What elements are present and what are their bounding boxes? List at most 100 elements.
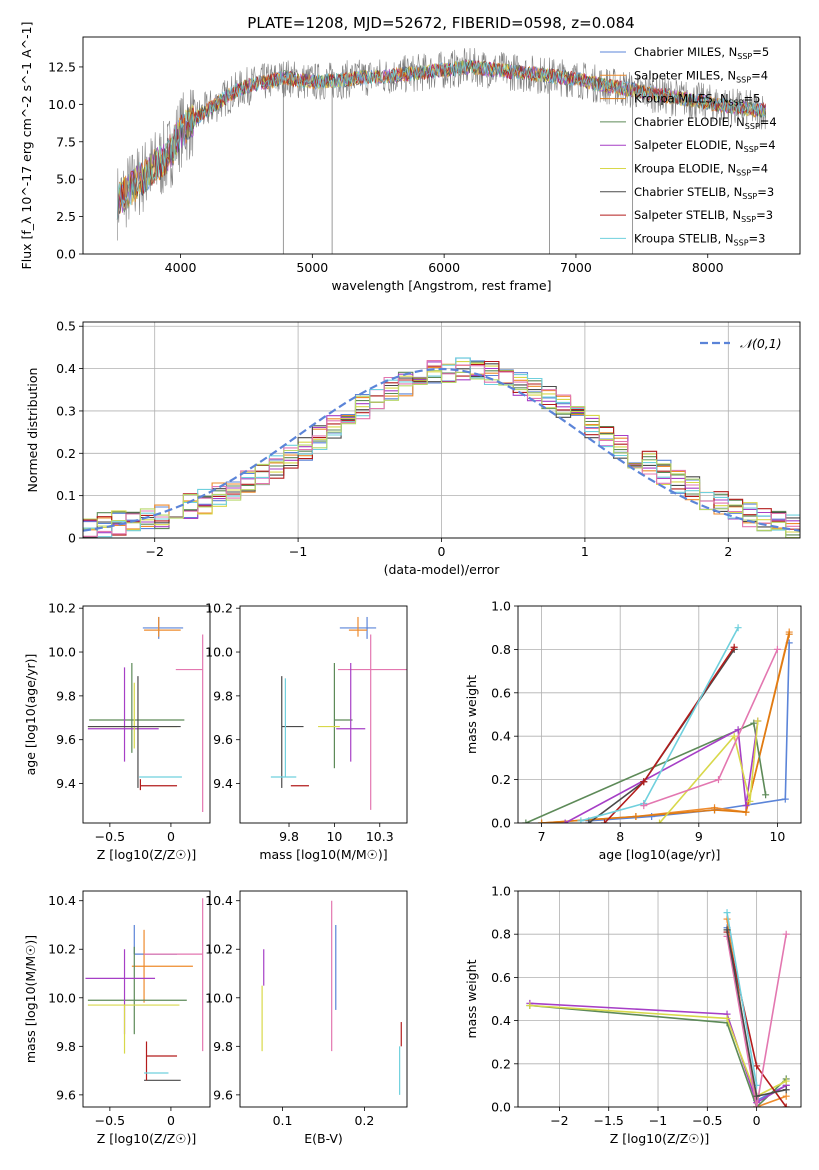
x-tick-label: 0 (167, 829, 175, 844)
axes-residuals: −2 −1 0 1 2 0 0.1 0.2 0.3 0.4 0.5 (data-model)/erro… (25, 319, 801, 577)
weight-marker (785, 630, 793, 638)
y-tick-label: 0.2 (491, 772, 511, 787)
y-tick-label: 0.2 (56, 446, 76, 461)
x-tick-label: 0.2 (354, 1113, 374, 1128)
errorbar (144, 898, 204, 1052)
normal-curve (83, 367, 800, 532)
weight-marker (640, 778, 648, 786)
errorbar (270, 678, 297, 778)
weight-marker (746, 797, 754, 805)
x-axis-label: Z [log10(Z/Z☉)] (610, 1131, 710, 1146)
y-tick-label: 1.0 (491, 599, 511, 614)
legend-label: Chabrier ELODIE, NSSP=4 (634, 115, 777, 131)
x-axis-label: age [log10(age/yr)] (599, 847, 721, 862)
axes-massweight_vs_age: 7 8 9 10 0.0 0.2 0.4 0.6 0.8 1.0 age [log10(age/yr… (464, 599, 802, 862)
plot-area (116, 48, 767, 254)
legend-label: Kroupa MILES, NSSP=5 (634, 92, 760, 108)
weight-marker (730, 643, 738, 651)
plot-area (526, 909, 790, 1107)
x-axis-label: Z [log10(Z/Z☉)] (97, 1131, 197, 1146)
weight-marker (538, 819, 546, 823)
y-tick-label: 10.0 (48, 990, 76, 1005)
y-tick-label: 10.2 (48, 942, 76, 957)
axes-mass_vs_ebv: 0.1 0.2 9.6 9.8 10.0 10.2 10.4 E(B-V) (205, 890, 408, 1146)
weight-marker (632, 812, 640, 820)
weight-marker (561, 819, 569, 823)
y-axis-label: mass weight (464, 675, 479, 754)
errorbar (145, 1041, 178, 1081)
weight-marker (782, 1092, 790, 1100)
x-tick-label: −1.5 (594, 1113, 624, 1128)
y-tick-label: 0 (68, 531, 76, 546)
weight-marker (714, 776, 722, 784)
x-tick-label: 7 (538, 829, 546, 844)
y-tick-label: 7.5 (56, 134, 76, 149)
y-tick-label: 0.3 (56, 403, 76, 418)
y-tick-label: 0.2 (491, 1056, 511, 1071)
axes-frame (517, 890, 802, 1108)
plot-area (270, 616, 407, 810)
weight-marker (742, 802, 750, 810)
weight-marker (734, 624, 742, 632)
x-tick-label: 0 (167, 1113, 175, 1128)
plot-area (83, 357, 800, 538)
y-tick-label: 0.4 (491, 1013, 511, 1028)
errorbar (175, 634, 204, 813)
weight-marker (782, 930, 790, 938)
histogram-step (83, 360, 800, 537)
y-tick-label: 9.8 (213, 688, 233, 703)
y-tick-label: 10.0 (48, 645, 76, 660)
legend-label: Chabrier MILES, NSSP=5 (634, 45, 769, 61)
x-tick-label: 9.8 (279, 829, 299, 844)
y-tick-label: 9.8 (213, 1039, 233, 1054)
y-tick-label: 10.2 (205, 942, 233, 957)
weight-marker (773, 645, 781, 653)
errorbar (133, 924, 178, 955)
y-tick-label: 0.4 (56, 361, 76, 376)
plot-area (522, 624, 793, 823)
x-tick-label: −1 (649, 1113, 667, 1128)
x-tick-label: −0.5 (95, 829, 125, 844)
weight-marker (750, 719, 758, 727)
x-tick-label: 2 (724, 544, 732, 559)
y-tick-label: 10.2 (48, 601, 76, 616)
x-tick-label: 0 (438, 544, 446, 559)
x-axis-label: wavelength [Angstrom, rest frame] (331, 278, 551, 293)
weight-line (541, 634, 790, 823)
weight-marker (723, 909, 731, 917)
x-axis-label: Z [log10(Z/Z☉)] (97, 847, 197, 862)
x-axis-label: mass [log10(M/M☉)] (259, 847, 387, 862)
axes-age_vs_Z: −0.5 0 9.4 9.6 9.8 10.0 10.2 Z [log10(Z/Z☉)] age… (23, 601, 211, 862)
weight-marker (656, 819, 663, 823)
figure-title: PLATE=1208, MJD=52672, FIBERID=0598, z=0… (247, 14, 634, 32)
errorbar (338, 634, 407, 810)
legend: 𝒩(0,1) (700, 336, 782, 351)
model-line (116, 59, 767, 220)
y-tick-label: 9.8 (56, 1039, 76, 1054)
y-axis-label: age [log10(age/yr)] (23, 654, 38, 776)
weight-line (726, 912, 758, 1086)
x-tick-label: −2 (145, 544, 163, 559)
axes-spectrum: 4000 5000 6000 7000 8000 0.0 2.5 5.0 7.5 10.0 12.5… (19, 22, 801, 293)
histogram-step (83, 369, 800, 538)
weight-marker (711, 806, 719, 814)
y-tick-label: 10.4 (48, 893, 76, 908)
x-tick-label: 1 (581, 544, 589, 559)
y-tick-label: 9.4 (56, 776, 76, 791)
axes-massweight_vs_Z: −2 −1.5 −1 −0.5 0 0.0 0.2 0.4 0.6 0.8 1.0 Z [log10(… (464, 884, 802, 1146)
y-tick-label: 2.5 (56, 209, 76, 224)
weight-line (580, 627, 739, 822)
x-tick-label: 6000 (428, 260, 460, 275)
y-axis-label: Flux [f_λ 10^-17 erg cm^-2 s^-1 A^-1] (19, 22, 34, 270)
x-tick-label: −0.5 (692, 1113, 722, 1128)
axes-frame (239, 605, 408, 824)
y-tick-label: 5.0 (56, 172, 76, 187)
y-tick-label: 10.4 (205, 893, 233, 908)
weight-marker (782, 1086, 790, 1094)
weight-marker (781, 795, 789, 803)
errorbar (142, 616, 184, 639)
legend-label: Salpeter ELODIE, NSSP=4 (634, 138, 776, 154)
x-tick-label: 5000 (296, 260, 328, 275)
axes-frame (82, 321, 801, 539)
weight-marker (585, 819, 593, 823)
